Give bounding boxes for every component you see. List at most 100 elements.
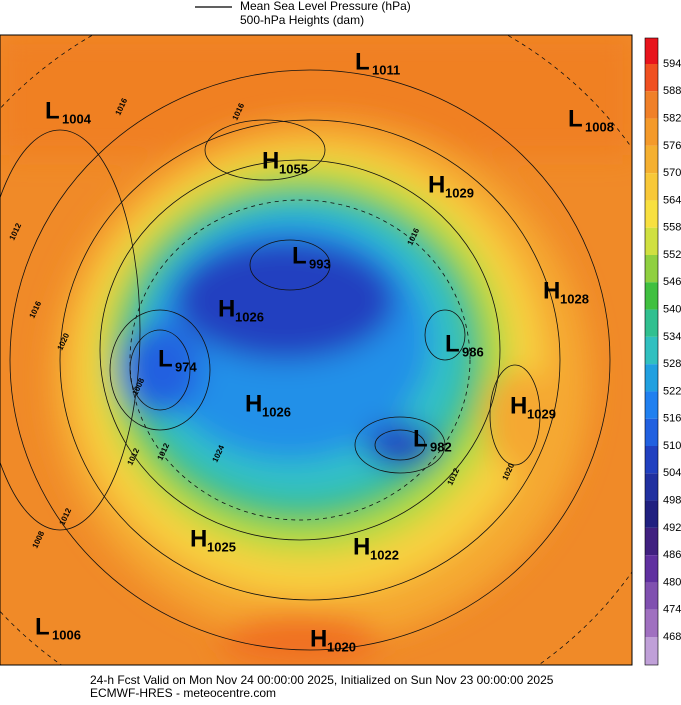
pressure-system: H 1028 [543, 277, 589, 306]
system-value: 1022 [370, 547, 399, 562]
colorbar-band [645, 255, 658, 283]
system-letter: L [445, 330, 460, 357]
pressure-system: L 974 [158, 345, 197, 374]
pressure-system: L 1011 [355, 48, 400, 77]
colorbar-label: 492 [663, 522, 681, 534]
colorbar-band [645, 309, 658, 337]
colorbar-label: 510 [663, 440, 681, 452]
colorbar-frame [644, 37, 659, 666]
system-value: 974 [175, 359, 197, 374]
system-value: 1008 [585, 119, 614, 134]
pressure-system: H 1029 [510, 392, 556, 421]
system-value: 1004 [62, 111, 92, 126]
colorbar-band [645, 527, 658, 556]
legend-line-label: Mean Sea Level Pressure (hPa) [240, 0, 411, 13]
pressure-system: L 1006 [35, 613, 81, 642]
colorbar-band [645, 391, 658, 419]
system-letter: L [158, 345, 173, 372]
colorbar-band [645, 173, 658, 201]
system-value: 1025 [207, 539, 236, 554]
colorbar-band [645, 282, 658, 310]
system-value: 1028 [560, 291, 589, 306]
pressure-system: H 1026 [245, 390, 291, 419]
colorbar-label: 468 [663, 631, 681, 643]
system-value: 1055 [279, 161, 308, 176]
colorbar: 594 588 582 576 570 564 558 552 546 540 534 528 522 5… [644, 37, 681, 666]
system-letter: L [292, 242, 307, 269]
system-value: 1029 [527, 406, 556, 421]
colorbar-label: 546 [663, 276, 681, 288]
pressure-system: L 1008 [568, 105, 614, 134]
map-frame [0, 34, 633, 666]
colorbar-label: 528 [663, 358, 681, 370]
colorbar-band [645, 582, 658, 610]
system-value: 1029 [445, 185, 474, 200]
colorbar-label: 570 [663, 167, 681, 179]
system-letter: H [353, 533, 370, 560]
colorbar-band [645, 473, 658, 501]
system-letter: L [413, 425, 428, 452]
system-value: 1020 [327, 639, 356, 654]
colorbar-label: 516 [663, 413, 681, 425]
system-value: 993 [309, 256, 331, 271]
system-letter: H [310, 625, 327, 652]
colorbar-band [645, 500, 658, 528]
colorbar-band [645, 609, 658, 637]
colorbar-band [645, 118, 658, 146]
system-value: 1006 [52, 627, 81, 642]
system-value: 1026 [262, 404, 291, 419]
pressure-system: H 1055 [262, 147, 308, 176]
pressure-system: H 1029 [428, 171, 474, 200]
colorbar-label: 486 [663, 549, 681, 561]
system-letter: H [428, 171, 445, 198]
colorbar-band [645, 200, 658, 228]
colorbar-label: 576 [663, 140, 681, 152]
colorbar-label: 540 [663, 303, 681, 315]
pressure-system: H 1025 [190, 525, 236, 554]
colorbar-label: 594 [663, 58, 681, 70]
system-letter: L [355, 48, 370, 75]
colorbar-label: 552 [663, 249, 681, 261]
colorbar-label: 534 [663, 331, 681, 343]
system-value: 982 [430, 439, 452, 454]
system-letter: L [568, 105, 583, 132]
system-letter: H [262, 147, 279, 174]
pressure-system: L 1004 [45, 97, 92, 126]
colorbar-label: 558 [663, 222, 681, 234]
footer-line-1: 24-h Fcst Valid on Mon Nov 24 00:00:00 2… [90, 673, 554, 687]
colorbar-label: 564 [663, 194, 681, 206]
pressure-system: H 1020 [310, 625, 356, 654]
system-letter: L [45, 97, 60, 124]
colorbar-band [645, 91, 658, 119]
colorbar-label: 480 [663, 576, 681, 588]
system-value: 1026 [235, 309, 264, 324]
colorbar-label: 522 [663, 385, 681, 397]
system-letter: H [510, 392, 527, 419]
colorbar-label: 474 [663, 604, 681, 616]
colorbar-band [645, 64, 658, 92]
colorbar-label: 588 [663, 85, 681, 97]
system-value: 1011 [372, 62, 400, 77]
colorbar-label: 582 [663, 112, 681, 124]
colorbar-band [645, 364, 658, 392]
colorbar-band [645, 555, 658, 583]
colorbar-band [645, 446, 658, 474]
pressure-system: L 982 [413, 425, 452, 454]
pressure-system: H 1026 [218, 295, 264, 324]
colorbar-band [645, 38, 658, 64]
footer-line-2: ECMWF-HRES - meteocentre.com [90, 686, 276, 700]
system-letter: H [543, 277, 560, 304]
pressure-system: L 993 [292, 242, 331, 271]
colorbar-band [645, 145, 658, 174]
system-value: 986 [462, 344, 484, 359]
pressure-system: H 1022 [353, 533, 399, 562]
system-letter: H [245, 390, 262, 417]
colorbar-band [645, 418, 658, 446]
system-letter: H [190, 525, 207, 552]
colorbar-band [645, 336, 658, 365]
colorbar-band [645, 637, 658, 665]
system-letter: H [218, 295, 235, 322]
